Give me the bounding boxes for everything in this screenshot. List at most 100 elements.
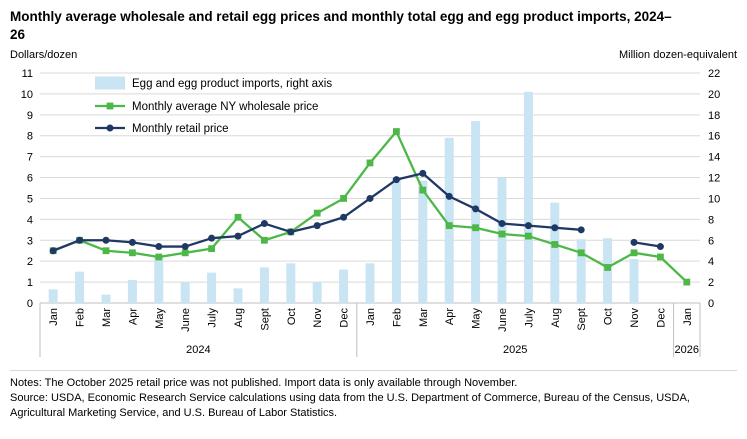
left-axis-tick-label: 0 — [27, 298, 33, 310]
wholesale-marker — [181, 249, 189, 257]
import-bar — [523, 91, 533, 304]
right-axis-tick-label: 4 — [708, 256, 714, 268]
retail-marker — [260, 220, 268, 228]
retail-marker — [287, 228, 295, 236]
retail-marker — [419, 169, 427, 177]
left-axis-tick-label: 4 — [27, 214, 33, 226]
retail-marker — [76, 236, 84, 244]
wholesale-marker — [577, 249, 585, 257]
year-label: 2024 — [186, 344, 210, 356]
month-label: Aug — [550, 308, 562, 328]
wholesale-marker — [445, 222, 453, 230]
right-axis-tick-label: 10 — [708, 194, 720, 206]
left-axis-tick-label: 5 — [27, 194, 33, 206]
wholesale-marker — [393, 128, 400, 136]
import-bar — [75, 271, 85, 304]
wholesale-marker — [261, 236, 268, 244]
month-label: July — [207, 308, 219, 328]
month-label: Nov — [629, 308, 641, 328]
chart-page: Monthly average wholesale and retail egg… — [10, 9, 737, 419]
left-axis-tick-label: 3 — [27, 235, 33, 247]
retail-marker — [208, 234, 216, 242]
wholesale-marker — [340, 195, 347, 202]
right-axis-tick-label: 16 — [708, 131, 720, 143]
retail-marker — [340, 213, 348, 221]
retail-marker — [392, 176, 400, 184]
wholesale-marker — [525, 232, 532, 240]
retail-marker — [524, 222, 532, 230]
month-label: Apr — [444, 308, 456, 325]
month-label: May — [471, 308, 483, 329]
retail-marker — [472, 205, 480, 213]
month-label: Dec — [655, 308, 667, 328]
legend-wholesale-marker — [106, 102, 114, 110]
import-bar — [418, 180, 428, 304]
wholesale-marker — [683, 278, 691, 286]
left-axis-tick-label: 10 — [21, 89, 33, 101]
month-label: July — [523, 308, 535, 328]
wholesale-marker — [129, 249, 136, 257]
import-bar — [391, 177, 401, 304]
wholesale-marker — [208, 245, 215, 253]
month-label: Aug — [233, 308, 245, 328]
legend-label: Egg and egg product imports, right axis — [132, 78, 332, 90]
import-bar — [259, 267, 269, 304]
month-label: Mar — [101, 308, 113, 327]
wholesale-marker — [102, 247, 110, 255]
right-axis-tick-label: 20 — [708, 89, 720, 101]
import-bar — [576, 239, 586, 304]
month-label: Feb — [391, 308, 403, 327]
wholesale-marker — [419, 186, 427, 194]
retail-marker — [577, 226, 585, 234]
right-axis-tick-label: 12 — [708, 173, 720, 185]
month-label: June — [497, 308, 509, 332]
left-axis-tick-label: 9 — [27, 110, 33, 122]
right-axis-tick-label: 8 — [708, 214, 714, 226]
import-bar — [154, 257, 164, 304]
wholesale-marker — [366, 159, 374, 167]
chart-title: Monthly average wholesale and retail egg… — [10, 9, 672, 42]
import-bar — [312, 282, 322, 304]
legend-label: Monthly retail price — [132, 123, 229, 135]
import-bar — [127, 280, 137, 304]
legend-imports-swatch — [95, 76, 125, 90]
wholesale-marker — [498, 230, 506, 238]
wholesale-marker — [234, 213, 242, 221]
wholesale-marker — [630, 249, 638, 257]
year-label: 2026 — [675, 344, 699, 356]
left-axis-tick-label: 6 — [27, 173, 33, 185]
wholesale-marker — [155, 253, 163, 261]
import-bar — [365, 263, 375, 304]
retail-marker — [128, 238, 136, 246]
chart-notes: Notes: The October 2025 retail price was… — [10, 377, 518, 390]
left-axis-title: Dollars/dozen — [10, 49, 78, 62]
right-axis-tick-label: 22 — [708, 68, 720, 80]
left-axis-tick-label: 7 — [27, 152, 33, 164]
left-axis-tick-label: 2 — [27, 256, 33, 268]
axis-titles-row: Dollars/dozen Million dozen-equivalent — [10, 49, 737, 61]
chart-source: Source: USDA, Economic Research Service … — [10, 391, 690, 419]
import-bar — [233, 288, 243, 304]
left-axis-tick-label: 8 — [27, 131, 33, 143]
retail-marker — [313, 222, 321, 230]
month-label: Mar — [418, 308, 430, 327]
month-label: Jan — [48, 308, 60, 326]
wholesale-line — [52, 130, 688, 284]
retail-marker — [551, 224, 559, 232]
retail-marker — [366, 195, 374, 203]
wholesale-marker — [313, 209, 321, 217]
retail-marker — [181, 243, 189, 251]
month-label: Apr — [127, 308, 139, 325]
retail-marker — [445, 192, 453, 200]
retail-marker — [234, 232, 242, 240]
month-label: Oct — [603, 308, 615, 325]
retail-marker — [498, 220, 506, 228]
retail-marker — [102, 236, 110, 244]
month-label: Nov — [312, 308, 324, 328]
wholesale-marker — [551, 241, 559, 248]
retail-marker — [155, 243, 163, 251]
import-bar — [101, 294, 111, 304]
import-bar — [180, 282, 190, 304]
right-axis-tick-label: 18 — [708, 110, 720, 122]
month-label: Jan — [682, 308, 694, 326]
